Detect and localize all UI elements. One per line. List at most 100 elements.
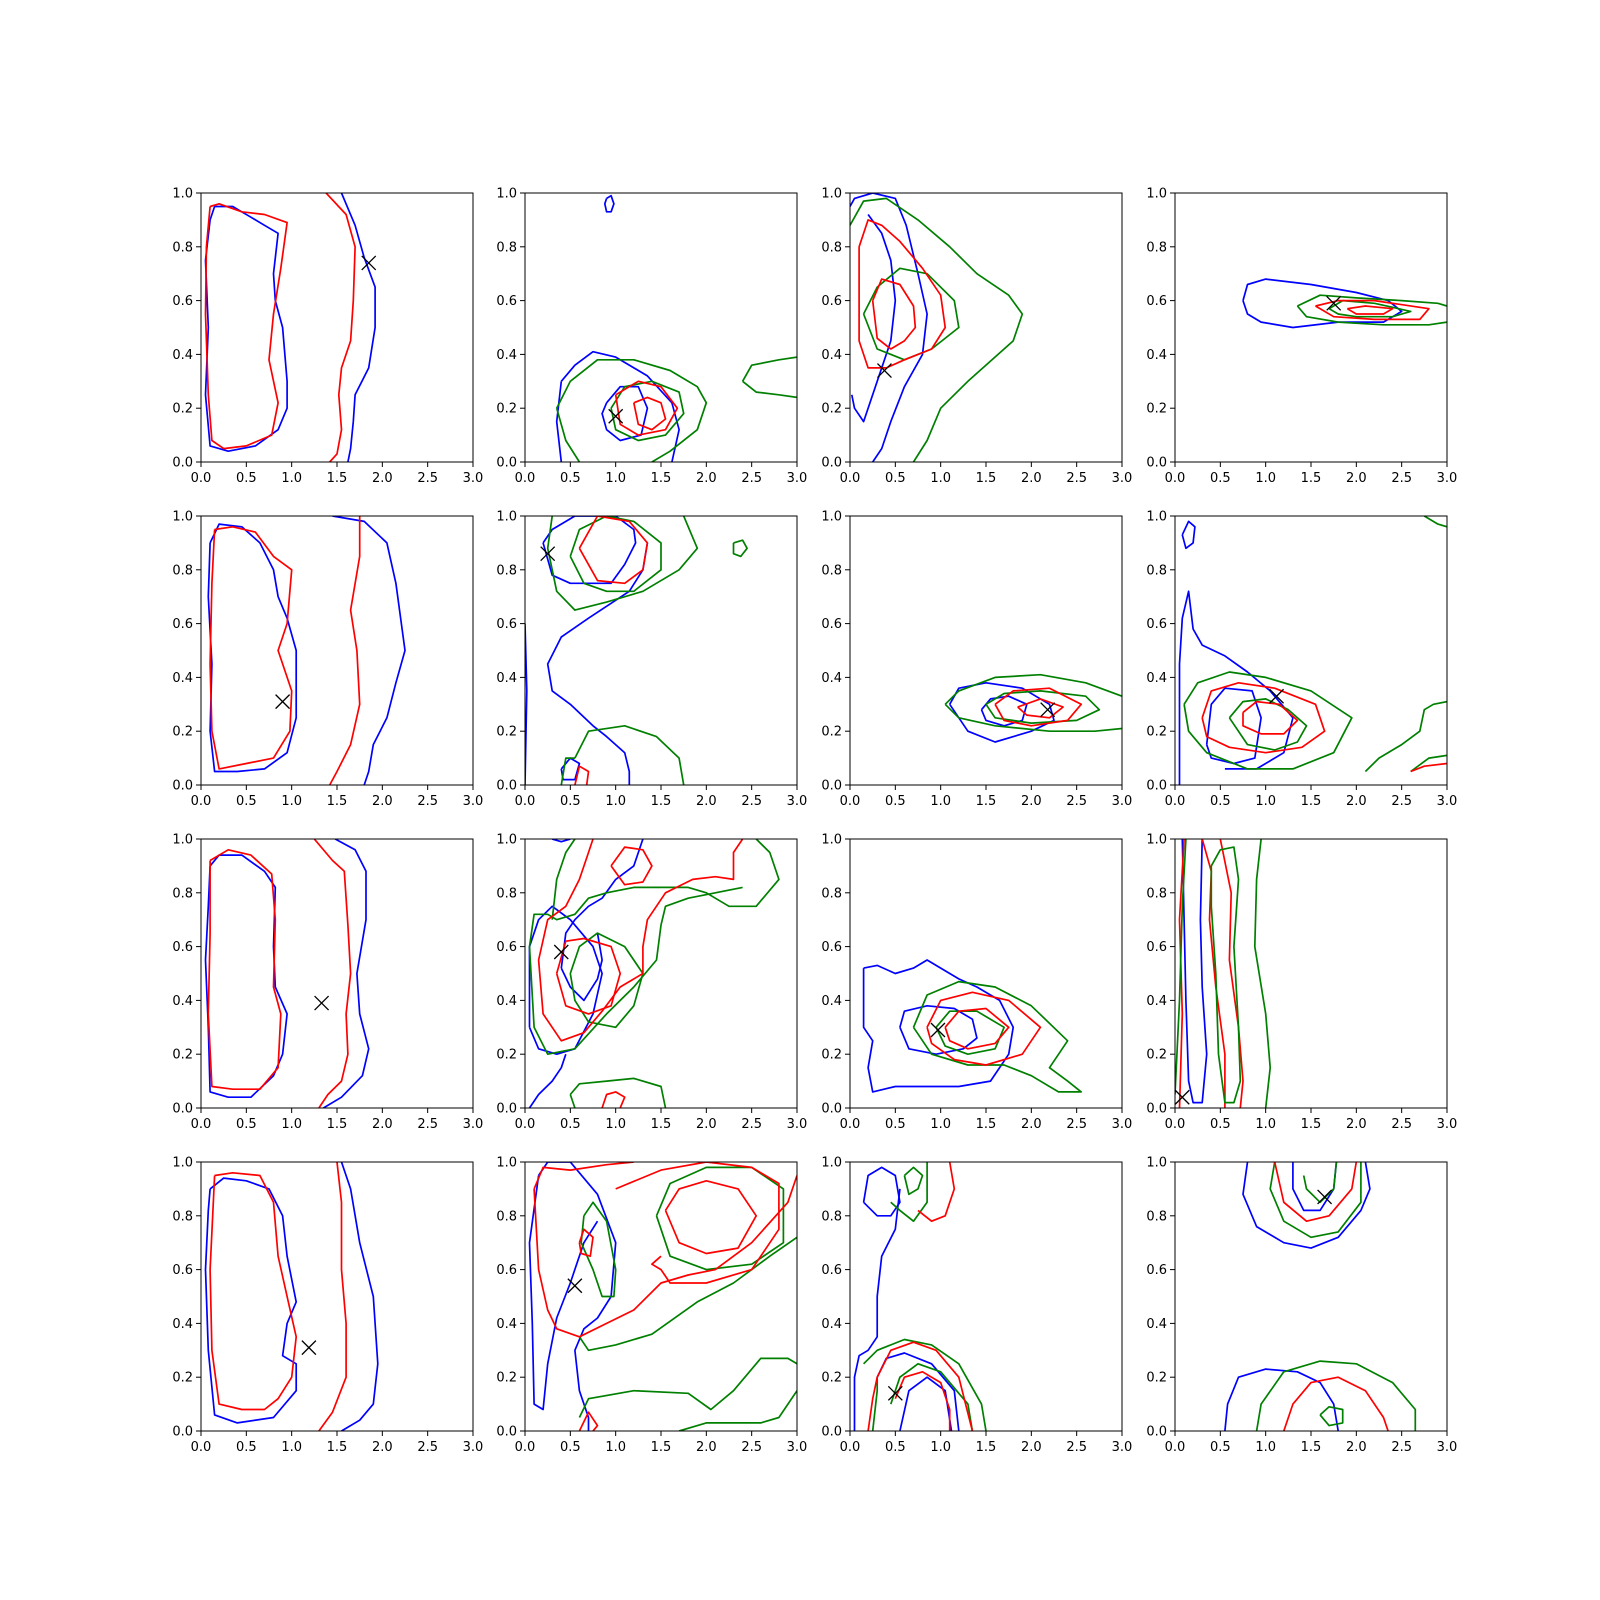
x-tick-label: 2.0 — [696, 794, 717, 809]
contour-line-green — [850, 197, 1024, 462]
contour-line-blue — [1178, 590, 1294, 785]
contour-group — [204, 1162, 379, 1431]
contour-line-green — [1210, 846, 1242, 1104]
x-tick-label: 1.5 — [976, 794, 997, 809]
contour-line-blue — [542, 516, 637, 585]
contour-line-red — [610, 846, 653, 886]
contour-line-blue — [204, 1177, 298, 1424]
y-tick-label: 0.6 — [496, 617, 517, 632]
y-tick-label: 0.6 — [821, 940, 842, 955]
contour-line-red — [574, 765, 590, 785]
x-marker-stroke — [1317, 1189, 1333, 1205]
y-tick-label: 0.4 — [1146, 994, 1167, 1009]
subplot-r1-c0: 0.0 0.5 1.0 1.5 2.0 2.5 3.0 0.0 0.2 0.4 0.6 0.8 1.0 — [172, 510, 483, 810]
contour-line-green — [655, 1166, 785, 1271]
x-tick-label: 0.0 — [840, 1117, 861, 1132]
axes-frame — [1174, 515, 1448, 786]
subplot-r3-c3: 0.0 0.5 1.0 1.5 2.0 2.5 3.0 0.0 0.2 0.4 0.6 0.8 1.0 — [1146, 1156, 1457, 1456]
y-tick-label: 0.2 — [172, 1371, 193, 1386]
contour-line-green — [551, 839, 576, 920]
x-tick-label: 2.0 — [1021, 794, 1042, 809]
x-marker — [887, 1385, 903, 1401]
y-tick-label: 0.8 — [1146, 886, 1167, 901]
contour-line-red — [328, 516, 361, 785]
contour-line-blue — [899, 1004, 978, 1056]
contour-line-blue — [850, 214, 897, 423]
y-tick-label: 0.2 — [172, 402, 193, 417]
x-tick-label: 3.0 — [1112, 794, 1133, 809]
contour-line-green — [578, 1236, 797, 1352]
x-marker — [275, 694, 291, 710]
x-tick-label: 2.0 — [372, 1117, 393, 1132]
x-tick-label: 0.0 — [515, 1117, 536, 1132]
y-tick-label: 0.4 — [821, 671, 842, 686]
y-tick-label: 0.4 — [172, 994, 193, 1009]
y-tick-label: 0.4 — [821, 348, 842, 363]
contour-line-blue — [340, 1162, 379, 1431]
contour-line-green — [741, 356, 797, 382]
subplot-r2-c2: 0.0 0.5 1.0 1.5 2.0 2.5 3.0 0.0 0.2 0.4 0.6 0.8 1.0 — [821, 833, 1132, 1133]
x-tick-label: 0.0 — [515, 471, 536, 486]
y-tick-label: 0.8 — [821, 886, 842, 901]
y-tick-label: 0.8 — [1146, 1209, 1167, 1224]
contour-group — [528, 1162, 797, 1431]
y-tick-label: 0.0 — [821, 456, 842, 471]
contour-line-green — [1297, 294, 1447, 307]
contour-line-red — [917, 1162, 956, 1223]
contour-line-blue — [340, 193, 376, 462]
x-tick-label: 2.5 — [417, 1440, 438, 1455]
axes-frame — [849, 515, 1123, 786]
x-tick-label: 2.0 — [696, 471, 717, 486]
contour-line-green — [1253, 839, 1272, 1108]
contour-line-green — [1228, 698, 1308, 751]
x-tick-label: 1.0 — [1255, 794, 1276, 809]
y-tick-label: 0.8 — [172, 1209, 193, 1224]
y-tick-label: 0.4 — [496, 1317, 517, 1332]
x-marker — [567, 1278, 583, 1294]
contour-line-blue — [853, 1188, 901, 1431]
y-tick-label: 1.0 — [821, 187, 842, 202]
x-tick-label: 2.0 — [696, 1117, 717, 1132]
x-tick-label: 2.5 — [417, 794, 438, 809]
y-tick-label: 0.0 — [172, 456, 193, 471]
contour-line-blue — [603, 194, 615, 213]
contour-group — [1178, 516, 1447, 785]
x-tick-label: 0.5 — [885, 1440, 906, 1455]
contour-line-green — [863, 1338, 987, 1431]
x-tick-label: 0.0 — [191, 1440, 212, 1455]
y-tick-label: 0.2 — [1146, 1048, 1167, 1063]
x-tick-label: 0.5 — [1210, 794, 1231, 809]
x-tick-label: 1.0 — [605, 794, 626, 809]
y-tick-label: 0.6 — [1146, 617, 1167, 632]
y-tick-label: 0.2 — [172, 725, 193, 740]
contour-line-red — [537, 839, 744, 1042]
x-tick-label: 1.5 — [327, 471, 348, 486]
y-tick-label: 1.0 — [821, 833, 842, 848]
y-tick-label: 0.0 — [821, 1102, 842, 1117]
x-tick-label: 0.5 — [1210, 1440, 1231, 1455]
x-marker-stroke — [567, 1278, 583, 1294]
x-tick-label: 0.0 — [840, 1440, 861, 1455]
contour-line-blue — [322, 839, 370, 1108]
x-tick-label: 0.5 — [236, 471, 257, 486]
y-tick-label: 0.4 — [1146, 1317, 1167, 1332]
x-marker-stroke — [1326, 295, 1342, 311]
contour-line-red — [325, 193, 356, 462]
contour-line-red — [664, 1179, 758, 1255]
x-tick-label: 1.0 — [930, 1440, 951, 1455]
x-tick-label: 0.0 — [191, 1117, 212, 1132]
subplot-r0-c2: 0.0 0.5 1.0 1.5 2.0 2.5 3.0 0.0 0.2 0.4 0.6 0.8 1.0 — [821, 187, 1132, 487]
x-tick-label: 1.5 — [651, 794, 672, 809]
subplot-r2-c3: 0.0 0.5 1.0 1.5 2.0 2.5 3.0 0.0 0.2 0.4 0.6 0.8 1.0 — [1146, 833, 1457, 1133]
y-tick-label: 0.0 — [172, 1425, 193, 1440]
contour-line-red — [533, 1175, 797, 1338]
y-tick-label: 0.8 — [1146, 240, 1167, 255]
y-tick-label: 0.2 — [496, 725, 517, 740]
contour-line-green — [678, 1390, 797, 1431]
contour-line-red — [318, 1162, 347, 1431]
y-tick-label: 1.0 — [172, 187, 193, 202]
y-tick-label: 0.2 — [1146, 725, 1167, 740]
contour-line-green — [574, 724, 685, 785]
contour-line-green — [912, 980, 1083, 1093]
x-tick-label: 0.5 — [885, 1117, 906, 1132]
